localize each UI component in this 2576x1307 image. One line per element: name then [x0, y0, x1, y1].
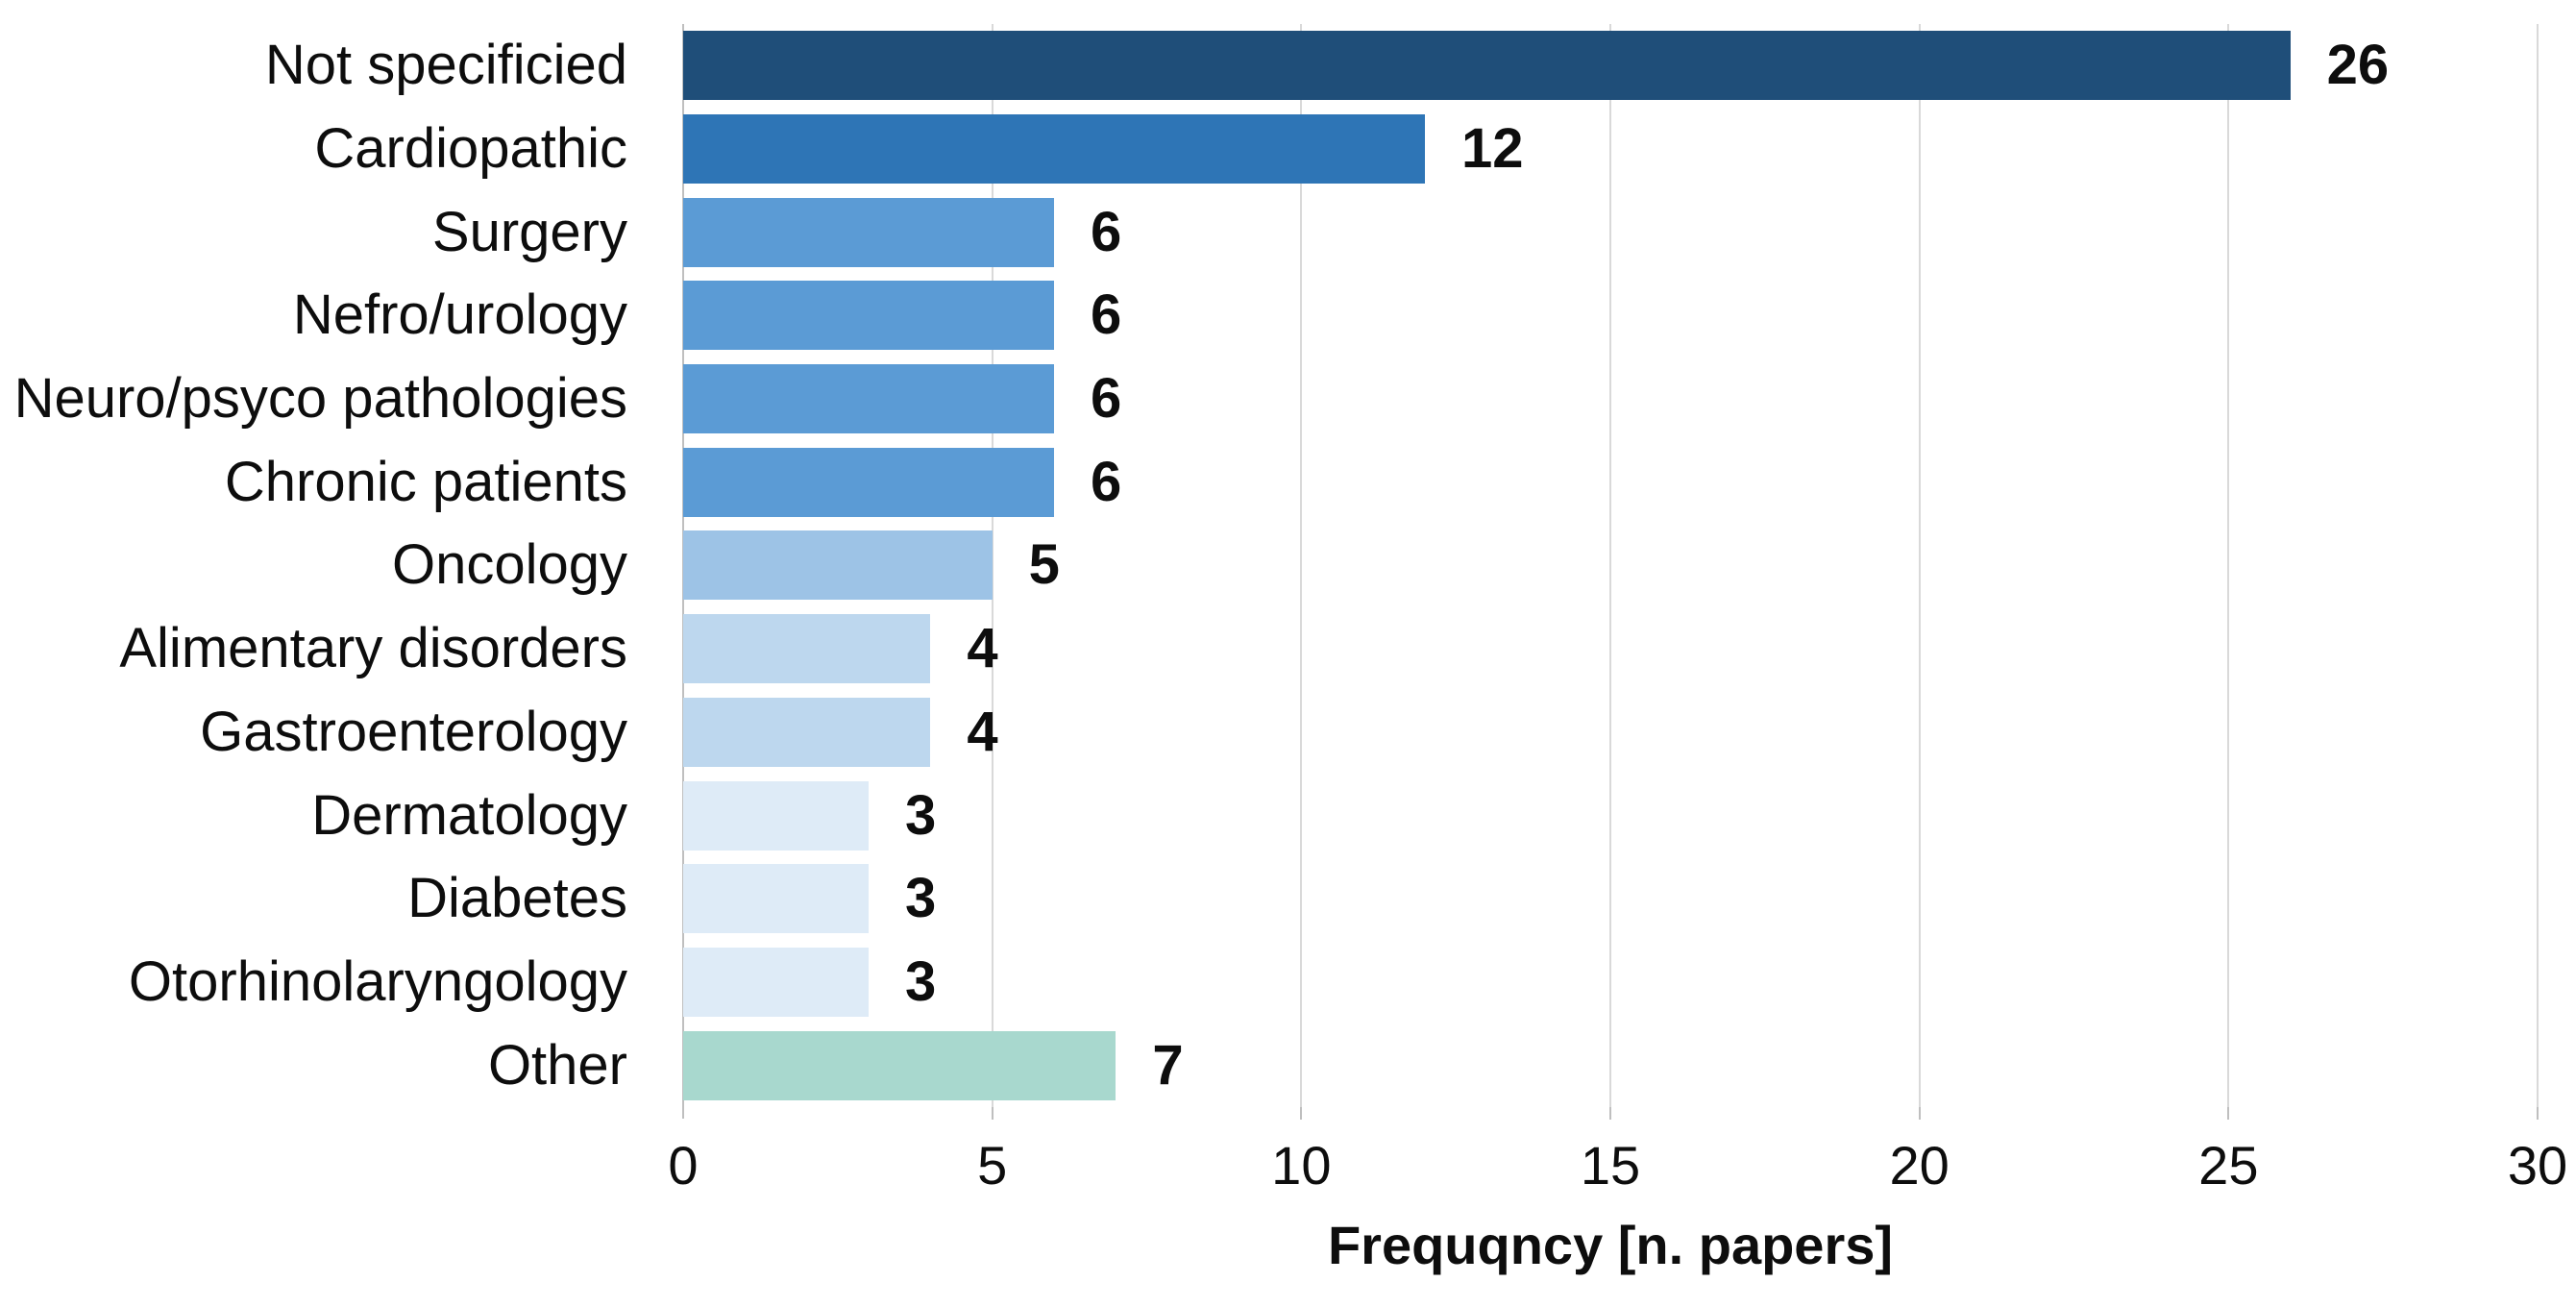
- gridline-5: [991, 24, 994, 1107]
- category-label: Cardiopathic: [314, 117, 627, 181]
- value-label: 6: [1091, 450, 1122, 513]
- value-label: 3: [905, 867, 937, 930]
- bar: [683, 364, 1054, 434]
- x-tick-mark-30: [2537, 1107, 2539, 1120]
- value-label: 4: [967, 700, 998, 763]
- value-label: 6: [1091, 367, 1122, 431]
- x-tick-label: 20: [1889, 1135, 1950, 1196]
- bar: [683, 947, 869, 1017]
- bar: [683, 697, 931, 767]
- value-label: 26: [2326, 34, 2390, 97]
- gridline-20: [1918, 24, 1921, 1107]
- bar-row: Cardiopathic 12: [0, 108, 2576, 191]
- bar-track: 6: [683, 358, 2538, 441]
- value-label: 12: [1461, 117, 1524, 181]
- bar: [683, 864, 869, 934]
- bar: [683, 197, 1054, 267]
- value-label: 7: [1152, 1033, 1184, 1097]
- bar-track: 4: [683, 607, 2538, 691]
- bar: [683, 780, 869, 851]
- bar-track: 3: [683, 774, 2538, 857]
- x-tick-label: 10: [1271, 1135, 1332, 1196]
- bar: [683, 31, 2291, 101]
- x-tick-label: 25: [2198, 1135, 2259, 1196]
- x-axis-title: Frequqncy [n. papers]: [1327, 1215, 1894, 1275]
- x-tick-mark-25: [2227, 1107, 2230, 1120]
- bar-row: Diabetes 3: [0, 857, 2576, 941]
- bar-track: 4: [683, 691, 2538, 775]
- category-label: Nefro/urology: [292, 284, 627, 347]
- bar: [683, 1030, 1116, 1100]
- bar-rows: Not specificied 26 Cardiopathic 12 Surgery 6 N…: [0, 24, 2576, 1107]
- value-label: 3: [905, 783, 937, 847]
- category-label: Otorhinolaryngology: [128, 949, 627, 1013]
- category-label: Dermatology: [311, 783, 627, 847]
- category-label: Oncology: [391, 533, 627, 597]
- bar-row: Gastroenterology 4: [0, 691, 2576, 775]
- bar-row: Otorhinolaryngology 3: [0, 941, 2576, 1024]
- category-label: Other: [487, 1033, 627, 1097]
- gridline-30: [2537, 24, 2539, 1107]
- x-tick-label: 30: [2507, 1135, 2568, 1196]
- bar-row: Alimentary disorders 4: [0, 607, 2576, 691]
- bar-row: Other 7: [0, 1023, 2576, 1107]
- x-tick-label: 15: [1580, 1135, 1641, 1196]
- category-label: Alimentary disorders: [119, 617, 627, 680]
- bar: [683, 447, 1054, 517]
- bar-track: 6: [683, 274, 2538, 358]
- category-label: Gastroenterology: [200, 700, 627, 763]
- bar: [683, 114, 1425, 185]
- bar-row: Chronic patients 6: [0, 440, 2576, 524]
- bar-row: Nefro/urology 6: [0, 274, 2576, 358]
- gridline-10: [1300, 24, 1303, 1107]
- value-label: 5: [1028, 533, 1060, 597]
- x-tick-mark-5: [991, 1107, 994, 1120]
- value-label: 4: [967, 617, 998, 680]
- bar-track: 6: [683, 190, 2538, 274]
- value-label: 3: [905, 949, 937, 1013]
- bar-track: 5: [683, 524, 2538, 607]
- category-label: Diabetes: [407, 867, 627, 930]
- bar-row: Not specificied 26: [0, 24, 2576, 108]
- category-label: Neuro/psyco pathologies: [13, 367, 627, 431]
- bar: [683, 530, 993, 601]
- x-tick-mark-10: [1300, 1107, 1303, 1120]
- bar-row: Surgery 6: [0, 190, 2576, 274]
- bar-row: Neuro/psyco pathologies 6: [0, 358, 2576, 441]
- bar-track: 3: [683, 857, 2538, 941]
- x-tick-mark-20: [1918, 1107, 1921, 1120]
- bar-row: Dermatology 3: [0, 774, 2576, 857]
- x-tick-mark-15: [1609, 1107, 1611, 1120]
- x-tick-label: 0: [668, 1135, 699, 1196]
- gridline-15: [1609, 24, 1611, 1107]
- bar-track: 26: [683, 24, 2538, 108]
- bar-track: 6: [683, 440, 2538, 524]
- value-label: 6: [1091, 200, 1122, 263]
- gridline-25: [2227, 24, 2230, 1107]
- bar-track: 3: [683, 941, 2538, 1024]
- x-axis-tick-labels: 0 5 10 15 20 25 30: [0, 1139, 2576, 1206]
- bar-row: Oncology 5: [0, 524, 2576, 607]
- category-label: Chronic patients: [224, 450, 627, 513]
- bar: [683, 614, 931, 684]
- bar-track: 12: [683, 108, 2538, 191]
- category-label: Surgery: [431, 200, 627, 263]
- value-label: 6: [1091, 284, 1122, 347]
- x-tick-label: 5: [977, 1135, 1008, 1196]
- bar-track: 7: [683, 1023, 2538, 1107]
- bar: [683, 281, 1054, 351]
- category-label: Not specificied: [264, 34, 627, 97]
